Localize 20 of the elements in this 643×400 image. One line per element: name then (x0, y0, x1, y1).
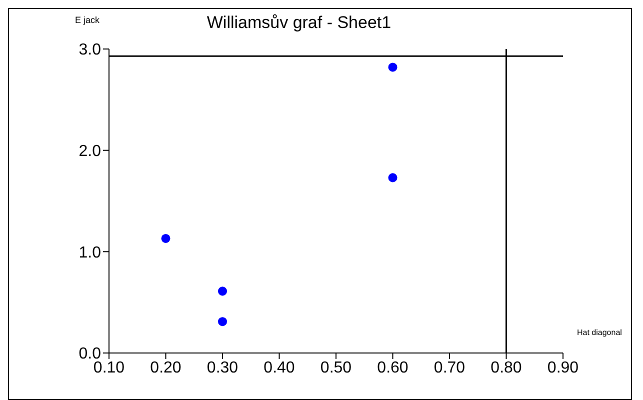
y-tick-label: 2.0 (78, 143, 102, 160)
x-tick-label: 0.60 (377, 359, 408, 376)
x-tick-label: 0.70 (434, 359, 466, 376)
point (388, 173, 398, 182)
y-axis-title: E jack (75, 15, 100, 25)
x-tick-label: 0.30 (206, 359, 238, 376)
x-tick-label: 0.20 (150, 359, 182, 376)
x-axis-title: Hat diagonal (577, 328, 622, 337)
point (218, 317, 228, 326)
x-tick-label: 0.80 (490, 359, 522, 376)
point (218, 286, 228, 296)
x-tick-label: 0.90 (547, 359, 579, 376)
x-tick-label: 0.10 (93, 359, 125, 376)
point (161, 234, 170, 243)
y-tick-label: 1.0 (78, 244, 102, 262)
point (388, 62, 398, 72)
y-tick-label: 3.0 (78, 42, 102, 59)
x-tick-label: 0.40 (264, 359, 295, 376)
chart-title: Williamsův graf - Sheet1 (206, 13, 392, 32)
x-tick-label: 0.50 (320, 359, 352, 376)
